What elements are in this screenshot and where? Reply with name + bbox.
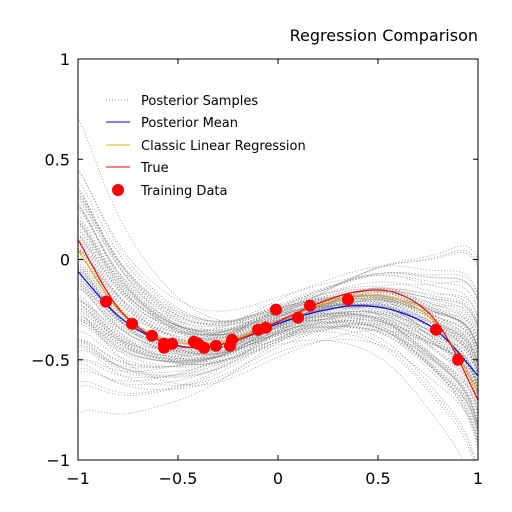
- x-tick-label: 0: [273, 469, 283, 488]
- posterior-sample-line: [78, 205, 478, 387]
- y-tick-label: 0: [60, 251, 70, 270]
- posterior-sample-line: [78, 325, 478, 444]
- legend-label-posterior-samples: Posterior Samples: [141, 94, 258, 109]
- posterior-sample-line: [78, 288, 478, 425]
- legend-label-training-data: Training Data: [140, 184, 227, 199]
- posterior-sample-line: [78, 298, 478, 376]
- training-data-point: [166, 337, 178, 350]
- posterior-sample-line: [78, 260, 478, 343]
- training-data-point: [430, 323, 442, 336]
- training-data-point: [146, 329, 158, 342]
- training-data-point: [342, 293, 354, 306]
- y-tick-label: 0.5: [45, 150, 70, 169]
- posterior-sample-line: [78, 278, 478, 407]
- training-data-point: [100, 295, 112, 308]
- posterior-sample-line: [78, 299, 478, 361]
- training-data-point: [292, 311, 304, 324]
- posterior-mean-line: [78, 271, 478, 377]
- posterior-sample-line: [78, 237, 478, 357]
- y-tick-label: −1: [46, 451, 70, 470]
- training-data-layer: [100, 293, 464, 366]
- posterior-sample-line: [78, 322, 478, 390]
- posterior-sample-line: [78, 264, 478, 362]
- posterior-sample-line: [78, 303, 478, 388]
- regression-lines-layer: [78, 239, 478, 401]
- posterior-sample-line: [78, 310, 478, 430]
- plot-frame: [77, 58, 479, 461]
- posterior-sample-line: [78, 252, 478, 365]
- training-data-point: [226, 333, 238, 346]
- y-tick-label: −0.5: [31, 351, 70, 370]
- posterior-sample-line: [78, 292, 478, 368]
- posterior-sample-line: [78, 230, 478, 337]
- posterior-sample-line: [78, 249, 478, 401]
- posterior-sample-line: [78, 233, 478, 413]
- posterior-sample-line: [78, 265, 478, 333]
- posterior-sample-line: [78, 310, 478, 379]
- x-tick-label: −0.5: [159, 469, 198, 488]
- posterior-sample-line: [78, 295, 478, 434]
- legend-label-posterior-mean: Posterior Mean: [141, 116, 238, 131]
- legend-entry-posterior-samples: Posterior Samples: [106, 94, 258, 109]
- posterior-sample-line: [78, 191, 478, 372]
- training-data-point: [126, 317, 138, 330]
- legend-entry-true: True: [106, 161, 169, 176]
- training-data-point: [198, 341, 210, 354]
- posterior-sample-line: [78, 287, 478, 357]
- legend-entry-classic-linear-regression: Classic Linear Regression: [106, 139, 306, 154]
- posterior-sample-line: [78, 302, 478, 450]
- legend-entry-posterior-mean: Posterior Mean: [106, 116, 238, 131]
- posterior-sample-line: [78, 299, 464, 460]
- legend-entry-training-data: Training Data: [112, 184, 227, 199]
- true-function-line: [78, 239, 478, 401]
- posterior-sample-line: [78, 221, 478, 397]
- legend-label-true: True: [140, 161, 169, 176]
- posterior-sample-line: [78, 310, 478, 397]
- posterior-sample-line: [78, 169, 478, 318]
- training-data-point: [210, 339, 222, 352]
- posterior-sample-line: [78, 235, 474, 460]
- posterior-sample-line: [78, 205, 478, 432]
- posterior-sample-line: [78, 267, 478, 443]
- posterior-sample-line: [78, 339, 478, 444]
- posterior-sample-line: [78, 215, 478, 416]
- posterior-sample-line: [78, 304, 478, 375]
- posterior-sample-line: [78, 284, 478, 384]
- posterior-sample-line: [78, 320, 478, 420]
- posterior-sample-line: [78, 318, 478, 439]
- posterior-samples-layer: [78, 117, 478, 460]
- legend-label-classic-linear-regression: Classic Linear Regression: [141, 139, 306, 154]
- plot-area: [77, 58, 479, 461]
- training-data-point: [260, 321, 272, 334]
- x-tick-label: 1: [473, 469, 483, 488]
- y-axis: −1 −0.5 0 0.5 1: [31, 50, 478, 470]
- x-tick-label: 0.5: [365, 469, 390, 488]
- posterior-sample-line: [78, 287, 478, 396]
- posterior-sample-line: [78, 312, 478, 379]
- posterior-sample-line: [78, 187, 478, 325]
- posterior-sample-line: [78, 187, 478, 332]
- x-tick-label: −1: [66, 469, 90, 488]
- legend: Posterior Samples Posterior Mean Classic…: [106, 94, 306, 199]
- posterior-sample-line: [78, 299, 478, 366]
- posterior-sample-line: [78, 245, 478, 357]
- posterior-sample-line: [78, 303, 478, 415]
- training-data-point: [452, 353, 464, 366]
- posterior-sample-line: [78, 202, 478, 336]
- chart-title: Regression Comparison: [290, 26, 478, 45]
- posterior-sample-line: [78, 169, 478, 423]
- training-data-point: [304, 299, 316, 312]
- posterior-sample-line: [78, 284, 478, 394]
- posterior-sample-line: [78, 269, 478, 413]
- x-axis: −1 −0.5 0 0.5 1: [66, 59, 483, 488]
- posterior-sample-line: [78, 281, 478, 386]
- y-tick-label: 1: [60, 50, 70, 69]
- training-data-point: [270, 303, 282, 316]
- posterior-sample-line: [78, 117, 476, 460]
- posterior-sample-line: [78, 300, 478, 389]
